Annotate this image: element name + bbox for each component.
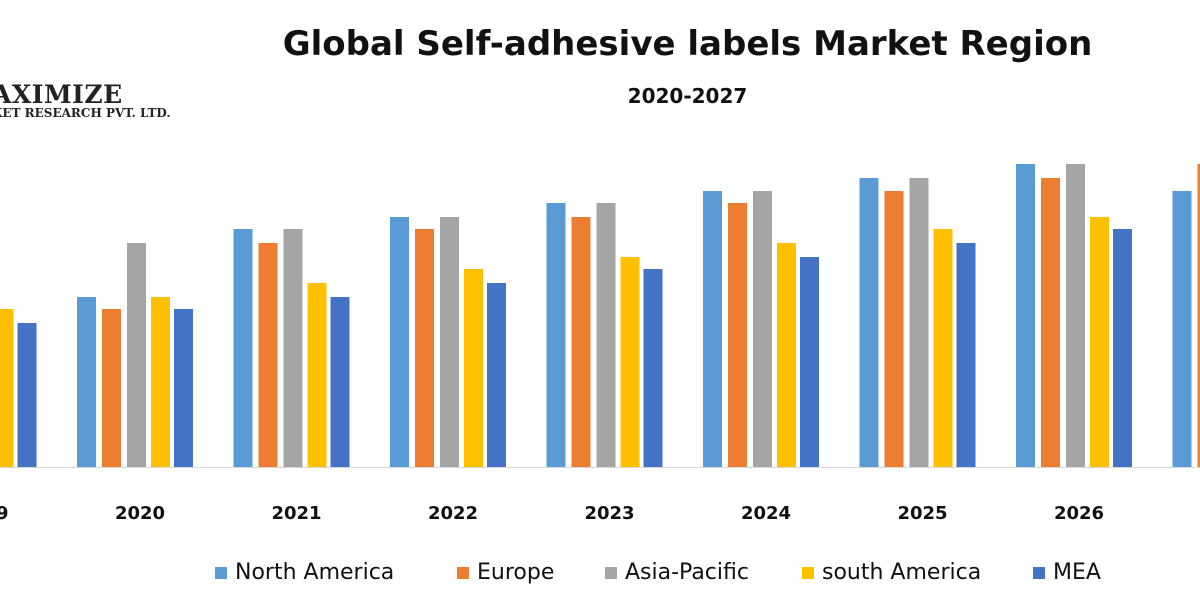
- bar-north-america-2023: [546, 203, 566, 467]
- bar-south-america-2019: [0, 309, 14, 467]
- bar-asia-pacific-2021: [283, 229, 303, 467]
- company-logo: AXIMIZE KET RESEARCH PVT. LTD.: [0, 80, 171, 120]
- x-tick-label: 2020: [115, 503, 165, 524]
- bar-north-america-2022: [390, 217, 409, 467]
- x-tick-label: 2026: [1054, 503, 1104, 524]
- logo-line-2: KET RESEARCH PVT. LTD.: [0, 106, 171, 120]
- bar-asia-pacific-2023: [596, 203, 616, 467]
- bar-europe-2023: [571, 217, 591, 467]
- x-tick-label: 2022: [428, 503, 478, 524]
- bar-north-america-2021: [233, 229, 253, 467]
- legend-label: Europe: [477, 560, 555, 585]
- x-tick-label: 2023: [584, 503, 634, 524]
- chart-subtitle: 2020-2027: [627, 84, 748, 108]
- bar-north-america-2025: [859, 178, 879, 467]
- x-tick-label: 2021: [271, 503, 321, 524]
- bar-asia-pacific-2025: [909, 178, 929, 467]
- legend-swatch: [605, 566, 617, 579]
- bar-south-america-2025: [933, 229, 953, 467]
- bar-europe-2020: [102, 309, 121, 467]
- bar-europe-2021: [258, 243, 278, 467]
- bar-asia-pacific-2024: [753, 191, 772, 467]
- legend: North America Europe Asia-Pacific south Ame…: [0, 560, 1200, 588]
- chart-title: Global Self-adhesive labels Market Regio…: [282, 24, 1093, 64]
- bar-south-america-2023: [620, 257, 640, 467]
- bar-mea-2020: [174, 309, 193, 467]
- bar-north-america-2020: [77, 297, 96, 467]
- bar-asia-pacific-2020: [127, 243, 146, 467]
- legend-label: North America: [235, 560, 395, 585]
- legend-swatch: [1033, 566, 1045, 579]
- bar-south-america-2024: [777, 243, 796, 467]
- x-tick-label: 2024: [741, 503, 791, 524]
- legend-swatch: [802, 566, 814, 579]
- bar-asia-pacific-2026: [1066, 164, 1085, 467]
- bar-mea-2021: [330, 297, 350, 467]
- legend-swatch: [215, 566, 227, 579]
- bar-mea-2026: [1113, 229, 1132, 467]
- bar-europe-2025: [884, 191, 904, 467]
- bar-europe-2027: [1197, 164, 1200, 467]
- bar-south-america-2026: [1090, 217, 1109, 467]
- logo-line-1: AXIMIZE: [0, 80, 123, 109]
- legend-item: Europe: [457, 560, 554, 585]
- bar-europe-2024: [728, 203, 747, 467]
- legend-item: North America: [215, 560, 394, 585]
- bar-south-america-2022: [464, 269, 483, 467]
- x-tick-label: 2019: [0, 503, 9, 524]
- legend-label: south America: [822, 560, 982, 585]
- bar-mea-2025: [956, 243, 976, 467]
- bar-mea-2024: [800, 257, 819, 467]
- bar-europe-2022: [415, 229, 434, 467]
- legend-label: MEA: [1053, 560, 1101, 585]
- bar-south-america-2021: [307, 283, 327, 467]
- bar-mea-2022: [487, 283, 506, 467]
- bar-asia-pacific-2022: [440, 217, 459, 467]
- legend-item: Asia-Pacific: [605, 560, 749, 585]
- legend-label: Asia-Pacific: [625, 560, 749, 585]
- bar-mea-2023: [643, 269, 663, 467]
- legend-item: MEA: [1033, 560, 1101, 585]
- x-tick-label: 2025: [897, 503, 947, 524]
- bar-north-america-2024: [703, 191, 722, 467]
- bar-north-america-2027: [1172, 191, 1192, 467]
- bar-south-america-2020: [151, 297, 170, 467]
- legend-swatch: [457, 566, 469, 579]
- bar-europe-2026: [1041, 178, 1060, 467]
- legend-item: south America: [802, 560, 981, 585]
- bar-mea-2019: [17, 323, 37, 467]
- bar-north-america-2026: [1016, 164, 1035, 467]
